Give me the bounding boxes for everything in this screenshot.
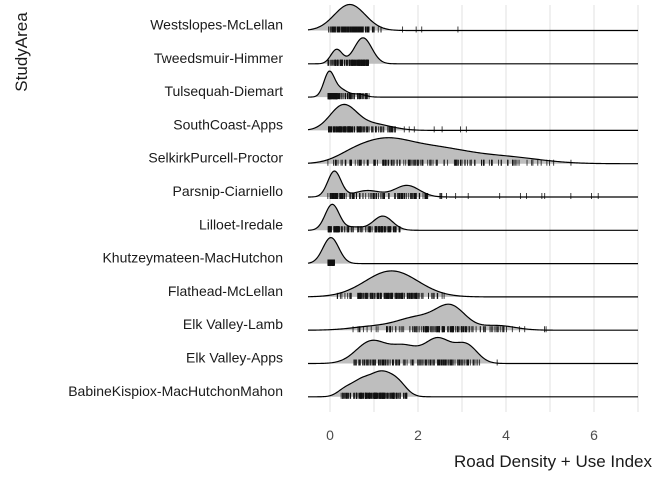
ridge-line [308, 370, 638, 398]
rug-ticks [327, 59, 369, 66]
category-label: BabineKispiox-MacHutchonMahon [68, 383, 283, 399]
category-label: Elk Valley-Apps [186, 350, 283, 366]
category-label: SouthCoast-Apps [173, 116, 283, 132]
category-label: Westslopes-McLellan [150, 17, 283, 33]
x-tick-label: 0 [326, 427, 334, 443]
rug-ticks [353, 359, 498, 366]
ridge-layer [307, 3, 638, 399]
ridge-area [308, 171, 638, 197]
ridge-line [307, 3, 638, 32]
category-label: Tweedsmuir-Himmer [154, 50, 283, 66]
ridge-line [307, 303, 638, 331]
category-label: Khutzeymateen-MacHutchon [102, 250, 283, 266]
rug-ticks [327, 259, 335, 266]
ridge-line [307, 170, 638, 198]
x-axis-ticks: 0 2 4 6 [326, 427, 598, 443]
rug-ticks [336, 292, 445, 299]
category-label: Tulsequah-Diemart [164, 83, 283, 99]
ridge-area [308, 204, 638, 231]
ridge-area [308, 304, 638, 331]
category-label: Elk Valley-Lamb [183, 316, 283, 332]
x-tick-label: 4 [502, 427, 510, 443]
ridge-area [308, 270, 638, 297]
x-tick-label: 6 [590, 427, 598, 443]
x-axis-title: Road Density + Use Index [454, 452, 652, 471]
y-axis-title: StudyArea [12, 12, 31, 92]
category-label: SelkirkPurcell-Proctor [148, 150, 283, 166]
rug-ticks [340, 392, 408, 399]
ridge-area [308, 137, 638, 164]
ridge-line [307, 137, 638, 165]
rug-ticks [327, 193, 599, 199]
rug-ticks [328, 26, 459, 33]
rug-ticks [327, 226, 401, 233]
ridge-line [307, 70, 638, 98]
category-labels: Westslopes-McLellan Tweedsmuir-Himmer Tuls… [68, 17, 283, 399]
ridge-line [308, 37, 638, 65]
category-label: Lilloet-Iredale [199, 216, 283, 232]
ridge-line [307, 270, 638, 298]
ridge-line [307, 236, 638, 265]
category-label: Flathead-McLellan [168, 283, 283, 299]
category-label: Parsnip-Ciarniello [173, 183, 284, 199]
x-tick-label: 2 [414, 427, 422, 443]
rug-ticks [327, 93, 370, 100]
ridge-line [307, 336, 638, 365]
rug-ticks [352, 326, 547, 333]
grid-layer [329, 5, 639, 412]
ridge-line [307, 103, 638, 131]
rug-ticks [328, 126, 467, 133]
ridge-area [308, 237, 638, 264]
ridge-line [307, 203, 638, 231]
ridge-area [308, 370, 638, 397]
